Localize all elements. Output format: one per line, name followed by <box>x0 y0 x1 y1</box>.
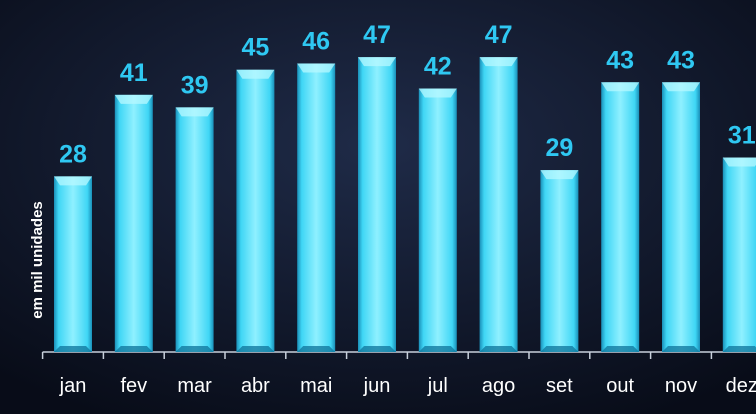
value-label: 31 <box>728 122 756 150</box>
bar-bevel <box>175 346 214 352</box>
x-tick-label: mai <box>300 375 332 397</box>
bar <box>236 69 275 353</box>
x-tick-label: out <box>606 375 634 397</box>
bar-bevel <box>236 69 275 79</box>
bar-bevel <box>662 346 700 352</box>
value-label: 43 <box>667 46 695 74</box>
value-label: 42 <box>424 53 452 81</box>
x-tick-label: fev <box>120 375 147 397</box>
value-label: 43 <box>606 46 634 74</box>
bar-bevel <box>54 346 92 352</box>
bar-bevel <box>297 346 336 352</box>
x-tick-label: set <box>546 375 573 397</box>
bar-bevel <box>662 82 700 92</box>
bar-bevel <box>175 107 214 117</box>
bar <box>175 107 214 352</box>
value-label: 46 <box>302 27 330 55</box>
bar <box>358 57 396 352</box>
x-tick-label: jan <box>59 375 87 397</box>
bar <box>418 88 457 352</box>
bar-bevel <box>601 82 640 92</box>
x-tick-label: ago <box>482 375 515 397</box>
bar-bevel <box>722 346 756 352</box>
bar <box>722 157 756 352</box>
bar-bevel <box>479 57 518 67</box>
value-label: 28 <box>59 140 87 168</box>
bar-bevel <box>358 346 396 352</box>
bar <box>662 82 700 352</box>
bar-bevel <box>358 57 396 67</box>
bar-bevel <box>540 346 579 352</box>
bar-bevel <box>236 346 275 352</box>
value-label: 45 <box>241 34 269 62</box>
bar-bevel <box>297 63 336 73</box>
bar-bevel <box>540 170 579 180</box>
y-axis-label: em mil unidades <box>29 201 46 319</box>
bar <box>479 57 518 352</box>
value-label: 47 <box>485 21 513 49</box>
x-tick-label: abr <box>241 375 270 397</box>
bar <box>54 176 92 352</box>
bar-bevel <box>479 346 518 352</box>
bar <box>601 82 640 352</box>
value-label: 29 <box>545 134 573 162</box>
value-label: 39 <box>181 71 209 99</box>
bar-bevel <box>54 176 92 186</box>
bar-bevel <box>418 88 457 98</box>
x-tick-label: nov <box>665 375 697 397</box>
x-tick-label: jul <box>427 375 448 397</box>
bar-bevel <box>601 346 640 352</box>
bar <box>297 63 336 353</box>
x-tick-label: mar <box>177 375 212 397</box>
bar <box>114 94 153 353</box>
bar-bevel <box>114 346 153 352</box>
bar-bevel <box>114 94 153 104</box>
x-tick-label: jun <box>363 375 391 397</box>
bar <box>540 170 579 352</box>
value-label: 47 <box>363 21 391 49</box>
value-label: 41 <box>120 59 148 87</box>
bar-bevel <box>418 346 457 352</box>
x-tick-label: dez <box>726 375 756 397</box>
bar-bevel <box>722 157 756 167</box>
